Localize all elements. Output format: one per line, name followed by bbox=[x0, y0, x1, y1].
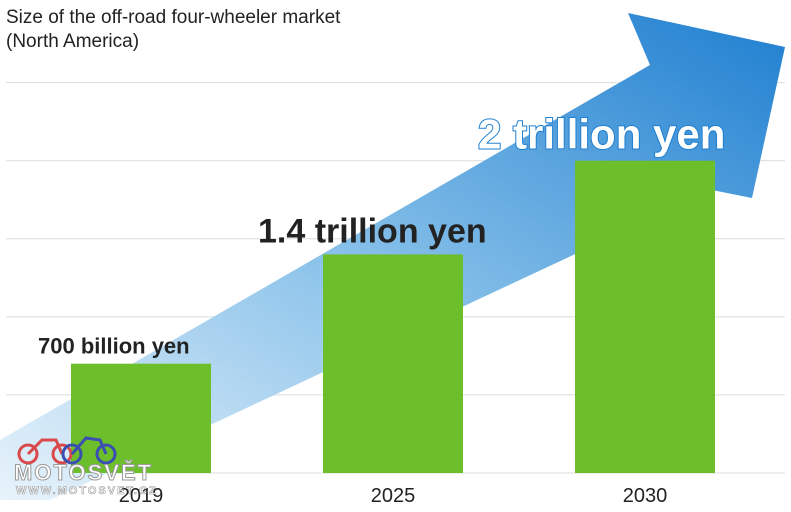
watermark-url: WWW.MOTOSVET.CZ bbox=[16, 485, 158, 498]
watermark-logo: MOTOSVĚT WWW.MOTOSVET.CZ bbox=[10, 430, 210, 500]
data-label-2025: 1.4 trillion yen bbox=[258, 212, 487, 250]
bar-2030 bbox=[575, 160, 715, 473]
chart-title-block: Size of the off-road four-wheeler market… bbox=[6, 6, 340, 54]
x-tick-label: 2019 bbox=[119, 485, 164, 507]
chart-title: Size of the off-road four-wheeler market bbox=[6, 7, 341, 28]
x-axis-tick-labels: 2019 2025 2030 bbox=[119, 485, 668, 507]
data-label-2030: 2 trillion yen bbox=[478, 111, 725, 158]
chart-subtitle: (North America) bbox=[6, 31, 140, 52]
bar-2019 bbox=[71, 363, 211, 473]
watermark-name: MOTOSVĚT bbox=[13, 460, 154, 486]
data-label-2019: 700 billion yen bbox=[38, 334, 190, 359]
x-tick-label: 2025 bbox=[371, 485, 416, 507]
bar-2025 bbox=[323, 254, 463, 473]
data-labels-group: 700 billion yen 1.4 trillion yen 2 trillio… bbox=[38, 110, 726, 359]
x-tick-label: 2030 bbox=[623, 485, 668, 507]
motorcycle-icon bbox=[17, 436, 117, 465]
bars-group bbox=[71, 160, 715, 473]
